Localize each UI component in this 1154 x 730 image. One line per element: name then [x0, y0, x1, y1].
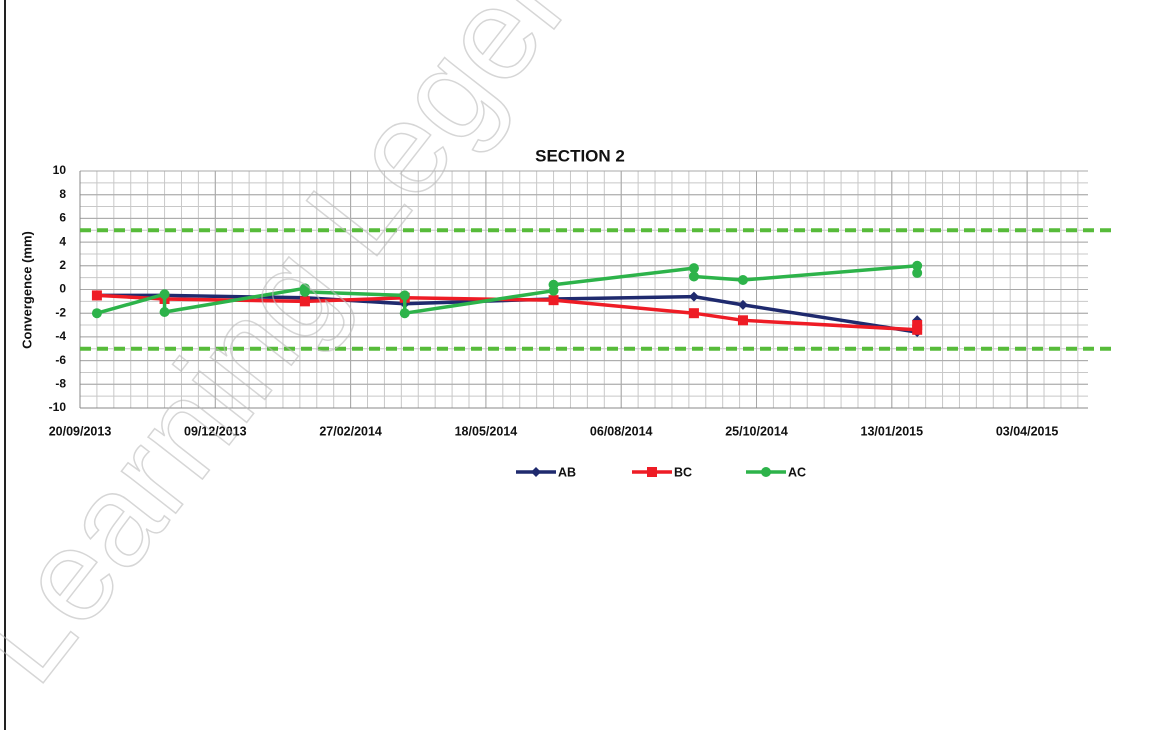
point — [912, 267, 923, 278]
point — [912, 320, 923, 331]
y-tick-label: -6 — [55, 353, 66, 367]
legend-label: AC — [788, 465, 806, 479]
y-tick-label: 10 — [53, 163, 67, 177]
watermark: Learning Legends — [0, 0, 700, 709]
y-tick-label: 4 — [59, 234, 66, 248]
point — [688, 308, 699, 319]
x-tick-label: 13/01/2015 — [861, 424, 924, 438]
series-line — [96, 264, 919, 315]
x-tick-label: 20/09/2013 — [49, 424, 112, 438]
point — [399, 308, 410, 319]
point — [737, 315, 748, 326]
chart-title: SECTION 2 — [535, 146, 625, 165]
point — [688, 263, 699, 274]
point — [91, 308, 102, 319]
x-tick-label: 06/08/2014 — [590, 424, 653, 438]
point — [159, 289, 170, 300]
point — [399, 290, 410, 301]
y-tick-label: -2 — [55, 305, 66, 319]
point — [688, 271, 699, 282]
y-tick-label: 6 — [59, 211, 66, 225]
legend-marker — [761, 467, 771, 477]
x-tick-label: 09/12/2013 — [184, 424, 247, 438]
y-tick-label: -10 — [49, 400, 67, 414]
point — [548, 279, 559, 290]
point — [737, 299, 748, 310]
x-tick-label: 25/10/2014 — [725, 424, 788, 438]
point — [299, 286, 310, 297]
x-tick-label: 18/05/2014 — [455, 424, 518, 438]
x-tick-label: 03/04/2015 — [996, 424, 1059, 438]
y-tick-label: 8 — [59, 187, 66, 201]
point — [299, 296, 310, 307]
legend-marker — [647, 467, 657, 477]
legend-label: BC — [674, 465, 692, 479]
y-tick-label: 0 — [59, 282, 66, 296]
point — [912, 260, 923, 271]
point — [159, 307, 170, 318]
legend-marker — [531, 467, 541, 477]
point — [688, 291, 699, 302]
point — [548, 295, 559, 306]
point — [737, 275, 748, 286]
y-axis-label: Convergence (mm) — [19, 231, 34, 349]
y-tick-label: -8 — [55, 376, 66, 390]
y-tick-label: 2 — [59, 258, 66, 272]
y-tick-label: -4 — [55, 329, 66, 343]
point — [91, 290, 102, 301]
x-tick-label: 27/02/2014 — [319, 424, 382, 438]
legend-label: AB — [558, 465, 576, 479]
